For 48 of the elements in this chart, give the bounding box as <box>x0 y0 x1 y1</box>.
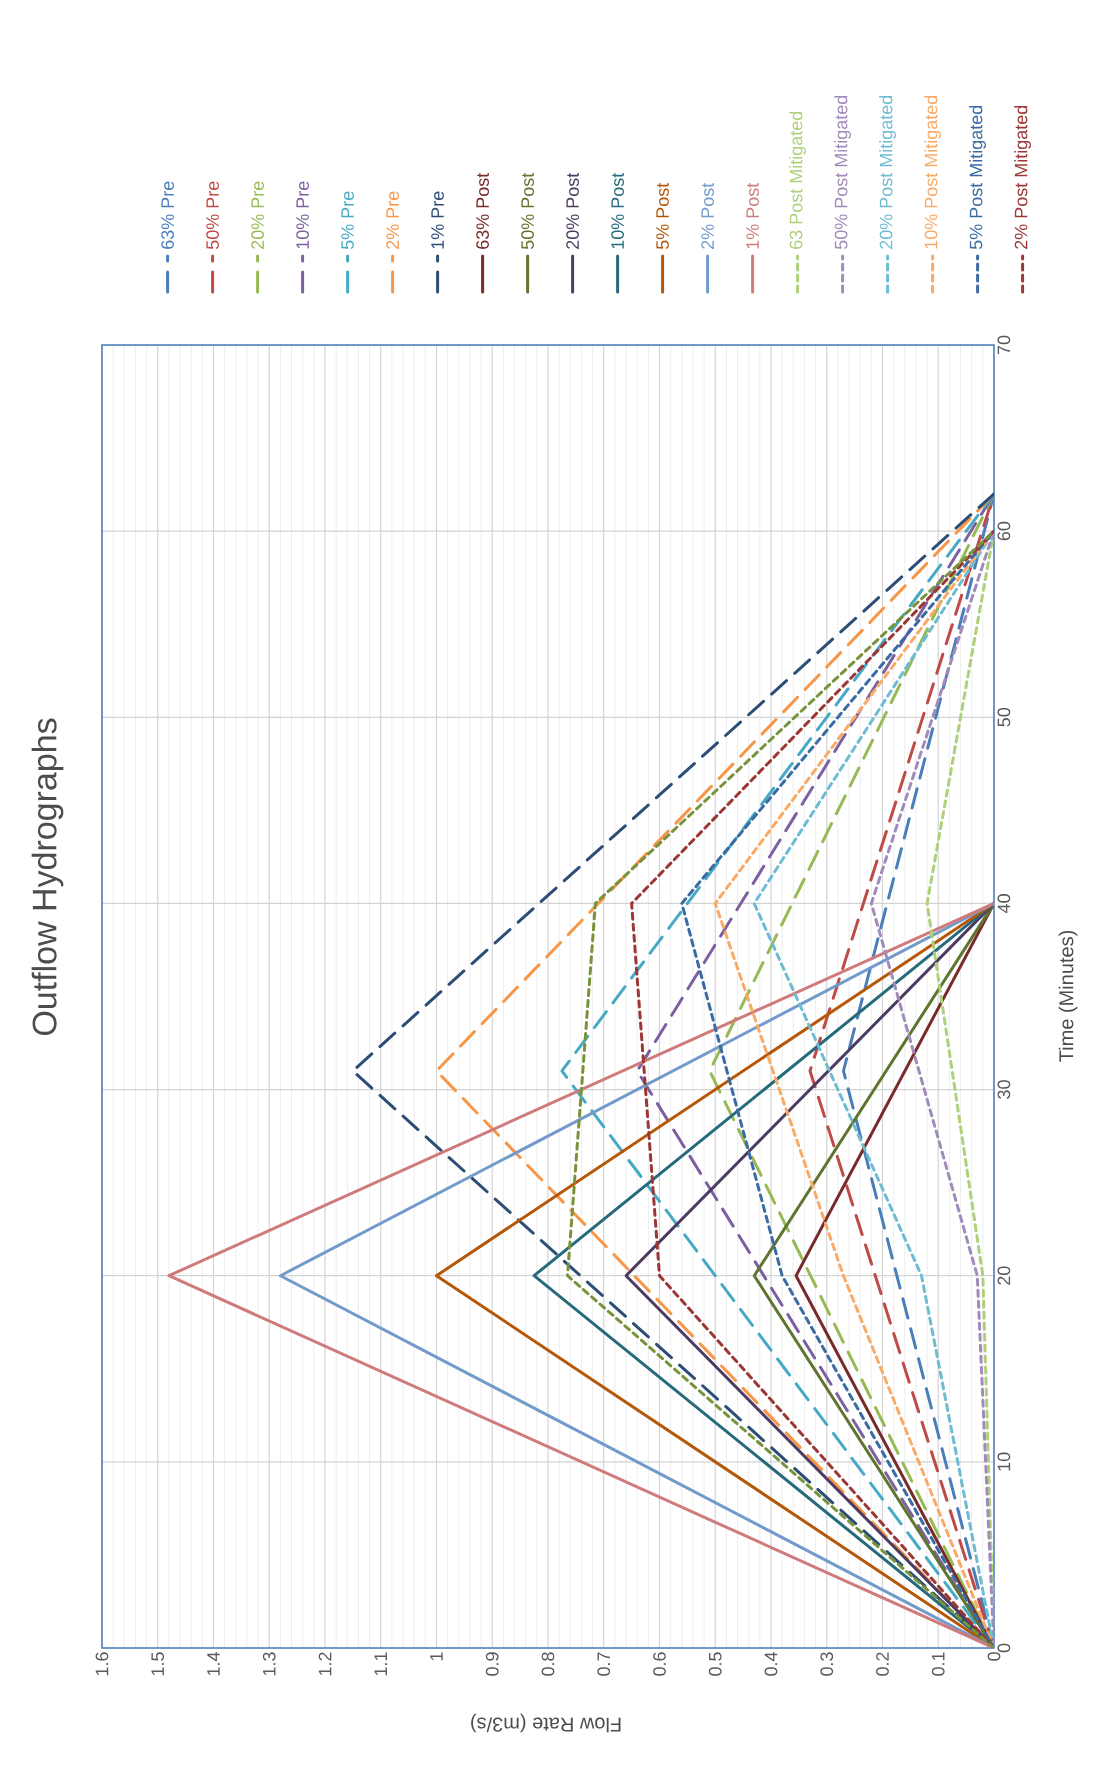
x-tick-label: 1.2 <box>318 1652 332 1676</box>
text: 50% Post Mitigated <box>834 95 851 250</box>
text: 20% Post <box>566 172 579 249</box>
text: 1% Pre <box>431 191 444 249</box>
y-tick-label: 50 <box>997 707 1011 727</box>
x-tick-label: 1.3 <box>262 1652 276 1676</box>
x-tick-label: 0.3 <box>820 1652 834 1676</box>
y-tick-label: 70 <box>997 335 1011 355</box>
text: 1% Post <box>746 182 759 249</box>
text: 63% Post <box>476 172 489 249</box>
x-tick-label: 0.1 <box>931 1652 945 1676</box>
x-axis-title: Flow Rate (m3/s) <box>471 1713 621 1733</box>
text: 10% Post Mitigated <box>924 95 941 249</box>
x-tick-label: 1.1 <box>374 1652 387 1676</box>
text: 20% Pre <box>251 181 264 249</box>
text: 2% Post Mitigated <box>1014 105 1031 249</box>
x-tick-label: 1.5 <box>151 1652 165 1676</box>
x-tick-label: 0.5 <box>708 1652 722 1676</box>
text: 63 Post Mitigated <box>789 111 806 249</box>
text: 63% Pre <box>161 181 174 249</box>
y-tick-label: 30 <box>997 1080 1011 1099</box>
text: 5% Post Mitigated <box>969 105 986 250</box>
y-tick-label: 60 <box>997 521 1011 541</box>
y-axis-title: Time (Minutes) <box>1058 930 1078 1062</box>
text: 50% Post <box>521 172 534 250</box>
x-tick-label: 1 <box>430 1652 443 1661</box>
x-tick-label: 0.2 <box>876 1652 889 1676</box>
x-tick-label: 1.4 <box>207 1652 220 1676</box>
y-tick-label: 20 <box>997 1266 1011 1285</box>
x-tick-label: 0.7 <box>597 1652 611 1676</box>
x-tick-label: 0.8 <box>541 1652 555 1676</box>
text: Outflow Hydrographs <box>31 718 64 1036</box>
x-tick-label: 0.4 <box>764 1652 778 1676</box>
text: 10% Post <box>611 172 624 249</box>
y-tick-label: 0 <box>997 1643 1011 1653</box>
text: 10% Pre <box>296 181 309 249</box>
text: 5% Pre <box>341 191 354 250</box>
x-tick-label: 1.6 <box>95 1652 109 1676</box>
x-tick-label: 0.6 <box>653 1652 666 1676</box>
x-tick-label: 0 <box>987 1652 1001 1661</box>
x-tick-label: 0.9 <box>485 1652 499 1676</box>
text: 5% Post <box>656 182 669 250</box>
text: 2% Post <box>701 182 714 249</box>
text: 20% Post Mitigated <box>879 95 896 249</box>
text: 2% Pre <box>386 191 399 249</box>
y-tick-label: 10 <box>997 1452 1011 1471</box>
y-tick-label: 40 <box>997 894 1011 914</box>
text: 50% Pre <box>206 181 219 250</box>
